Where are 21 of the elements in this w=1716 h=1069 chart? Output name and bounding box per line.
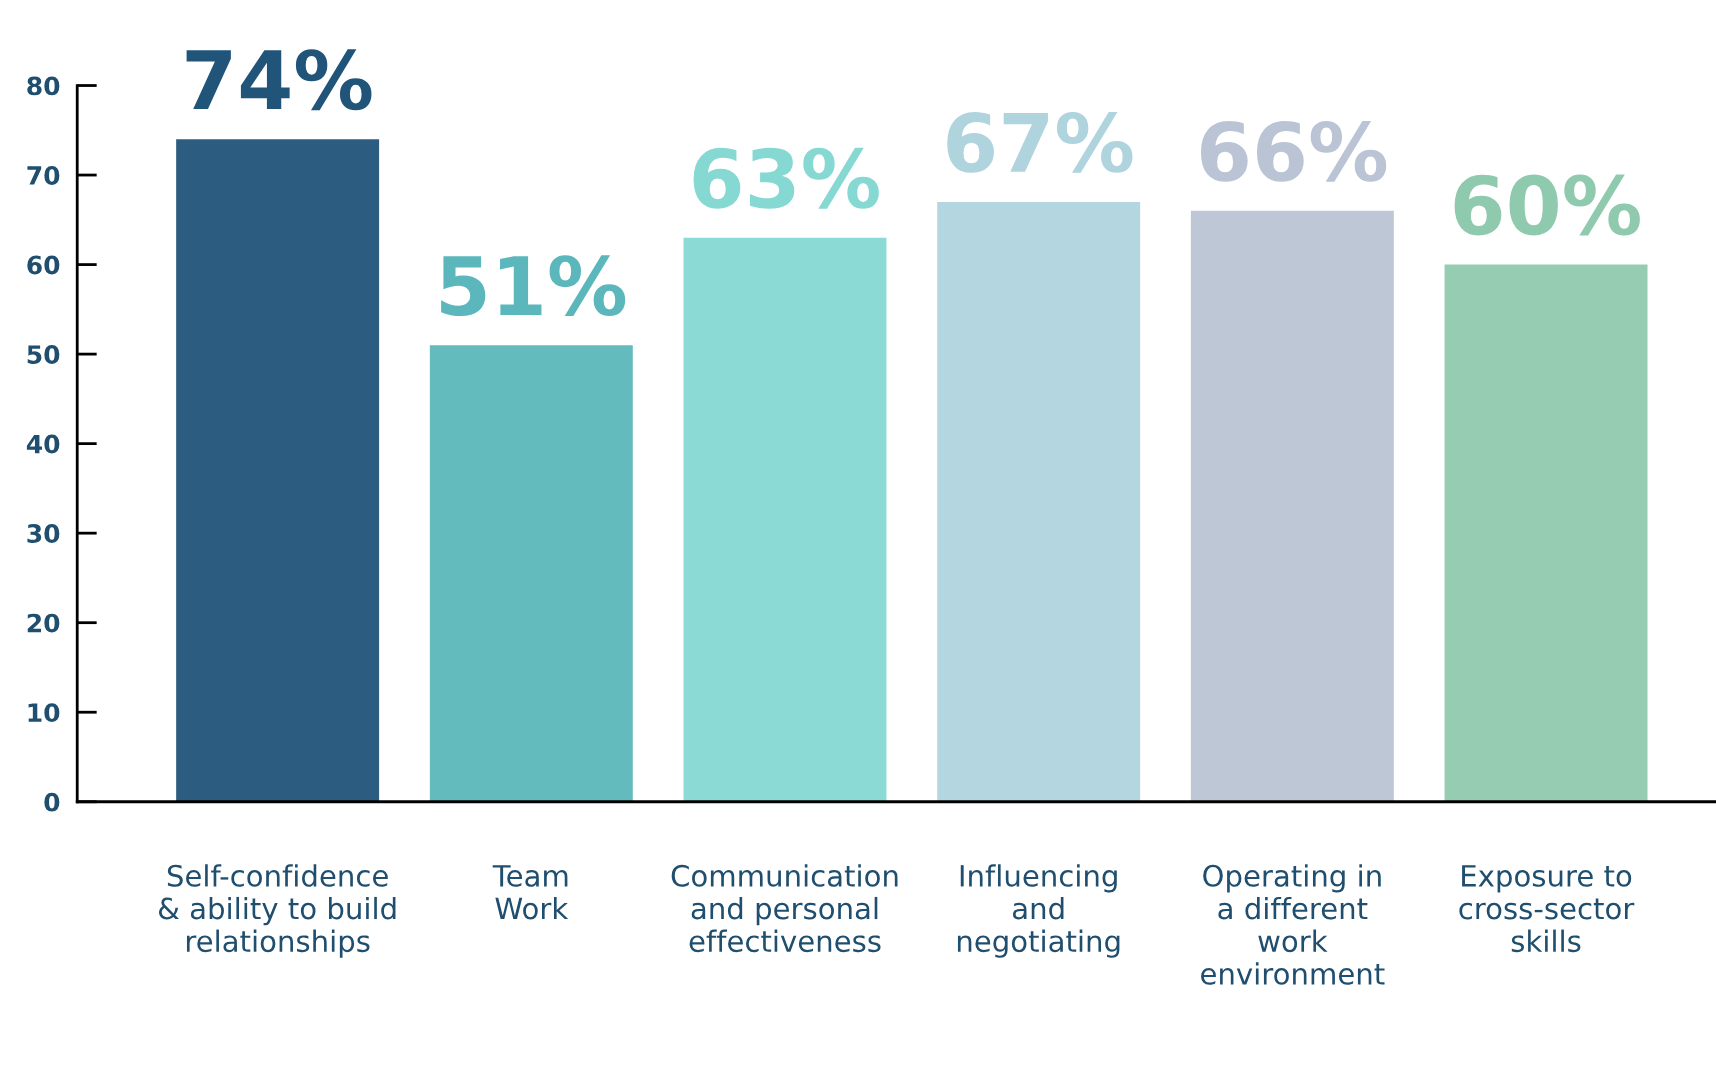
data-label: 51% xyxy=(441,255,626,317)
x-tick-label: Communication and personal effectiveness xyxy=(671,864,898,953)
y-tick-label: 50 xyxy=(27,345,60,364)
x-tick-label: Self-confidence & ability to build relationships xyxy=(158,864,396,958)
x-tick-label: Team Work xyxy=(492,865,569,920)
y-tick-label: 40 xyxy=(26,434,60,454)
data-label: 74% xyxy=(186,49,372,111)
y-tick-label: 0 xyxy=(44,792,60,812)
y-tick-label: 30 xyxy=(27,524,60,544)
y-tick-label: 70 xyxy=(27,165,60,185)
data-label: 66% xyxy=(1200,120,1387,182)
x-tick-label: Exposure to cross-sector skills xyxy=(1459,865,1635,953)
y-tick-label: 10 xyxy=(28,703,60,723)
y-tick-label: 20 xyxy=(27,613,60,633)
data-label: 63% xyxy=(693,147,879,209)
x-tick-label: Influencing and negotiating xyxy=(957,864,1120,958)
data-label: 60% xyxy=(1454,174,1640,236)
y-tick-label: 80 xyxy=(27,76,60,96)
y-tick-label: 60 xyxy=(27,255,60,275)
data-label: 67% xyxy=(947,111,1133,173)
x-tick-label: Operating in a different work environment xyxy=(1201,864,1385,985)
